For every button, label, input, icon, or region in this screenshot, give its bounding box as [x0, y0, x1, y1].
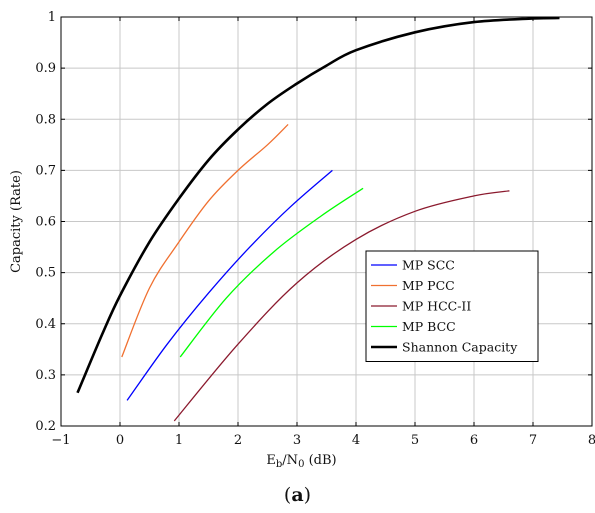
- series-line-mp-bcc: [179, 187, 364, 358]
- x-tick-label: −1: [51, 433, 70, 448]
- x-tick-label: 6: [470, 433, 478, 448]
- series-layer: [76, 16, 560, 422]
- x-axis-label-sub2: 0: [298, 459, 304, 470]
- legend-entry-label: MP BCC: [402, 319, 456, 334]
- y-tick-label: 0.3: [35, 368, 56, 383]
- series-line-mp-scc: [126, 169, 333, 401]
- y-tick-label: 0.8: [35, 112, 56, 127]
- legend-entry-label: MP HCC-II: [402, 299, 471, 314]
- y-tick-label: 0.6: [35, 215, 56, 230]
- series-line-mp-hcc-ii: [173, 190, 510, 422]
- y-tick-label: 0.4: [35, 317, 56, 332]
- x-tick-label: 5: [411, 433, 419, 448]
- y-tick-label: 0.7: [35, 163, 56, 178]
- series-line-shannon-capacity: [76, 16, 560, 394]
- x-axis-label-mid: /N: [282, 453, 298, 468]
- x-tick-label: 8: [588, 433, 595, 448]
- axis-ticks: −1 0 1 2 3 4 5 6 7 8 0.2 0.3 0.4 0.5 0.6 0.7 0.8 0.9 1: [35, 10, 595, 448]
- y-tick-label: 0.5: [35, 266, 56, 281]
- x-axis-label-sub1: b: [276, 459, 282, 470]
- legend-entry-label: Shannon Capacity: [402, 340, 518, 355]
- grid-lines: [61, 17, 592, 426]
- x-tick-label: 4: [352, 433, 360, 448]
- y-tick-label: 0.2: [35, 419, 56, 434]
- y-tick-label: 1: [48, 10, 56, 25]
- series-line-mp-pcc: [121, 123, 289, 358]
- x-axis-label-tail: (dB): [304, 453, 336, 468]
- capacity-chart: −1 0 1 2 3 4 5 6 7 8 0.2 0.3 0.4 0.5 0.6 0.7 0.8 0.9 1 Cap…: [9, 10, 595, 470]
- x-tick-label: 1: [175, 433, 183, 448]
- legend: MP SCC MP PCC MP HCC-II MP BCC Shannon Capac…: [365, 250, 539, 362]
- subcaption-letter: a: [291, 484, 304, 506]
- subcaption: (a): [283, 484, 312, 506]
- x-axis-label-main: E: [266, 453, 276, 468]
- y-axis-label: Capacity (Rate): [9, 170, 24, 273]
- legend-entry-label: MP PCC: [402, 278, 455, 293]
- y-tick-label: 0.9: [35, 61, 56, 76]
- legend-entry-label: MP SCC: [402, 258, 455, 273]
- x-tick-label: 3: [293, 433, 301, 448]
- x-tick-label: 7: [529, 433, 537, 448]
- x-tick-label: 2: [234, 433, 242, 448]
- x-axis-label: Eb/N0 (dB): [266, 453, 336, 470]
- x-tick-label: 0: [116, 433, 124, 448]
